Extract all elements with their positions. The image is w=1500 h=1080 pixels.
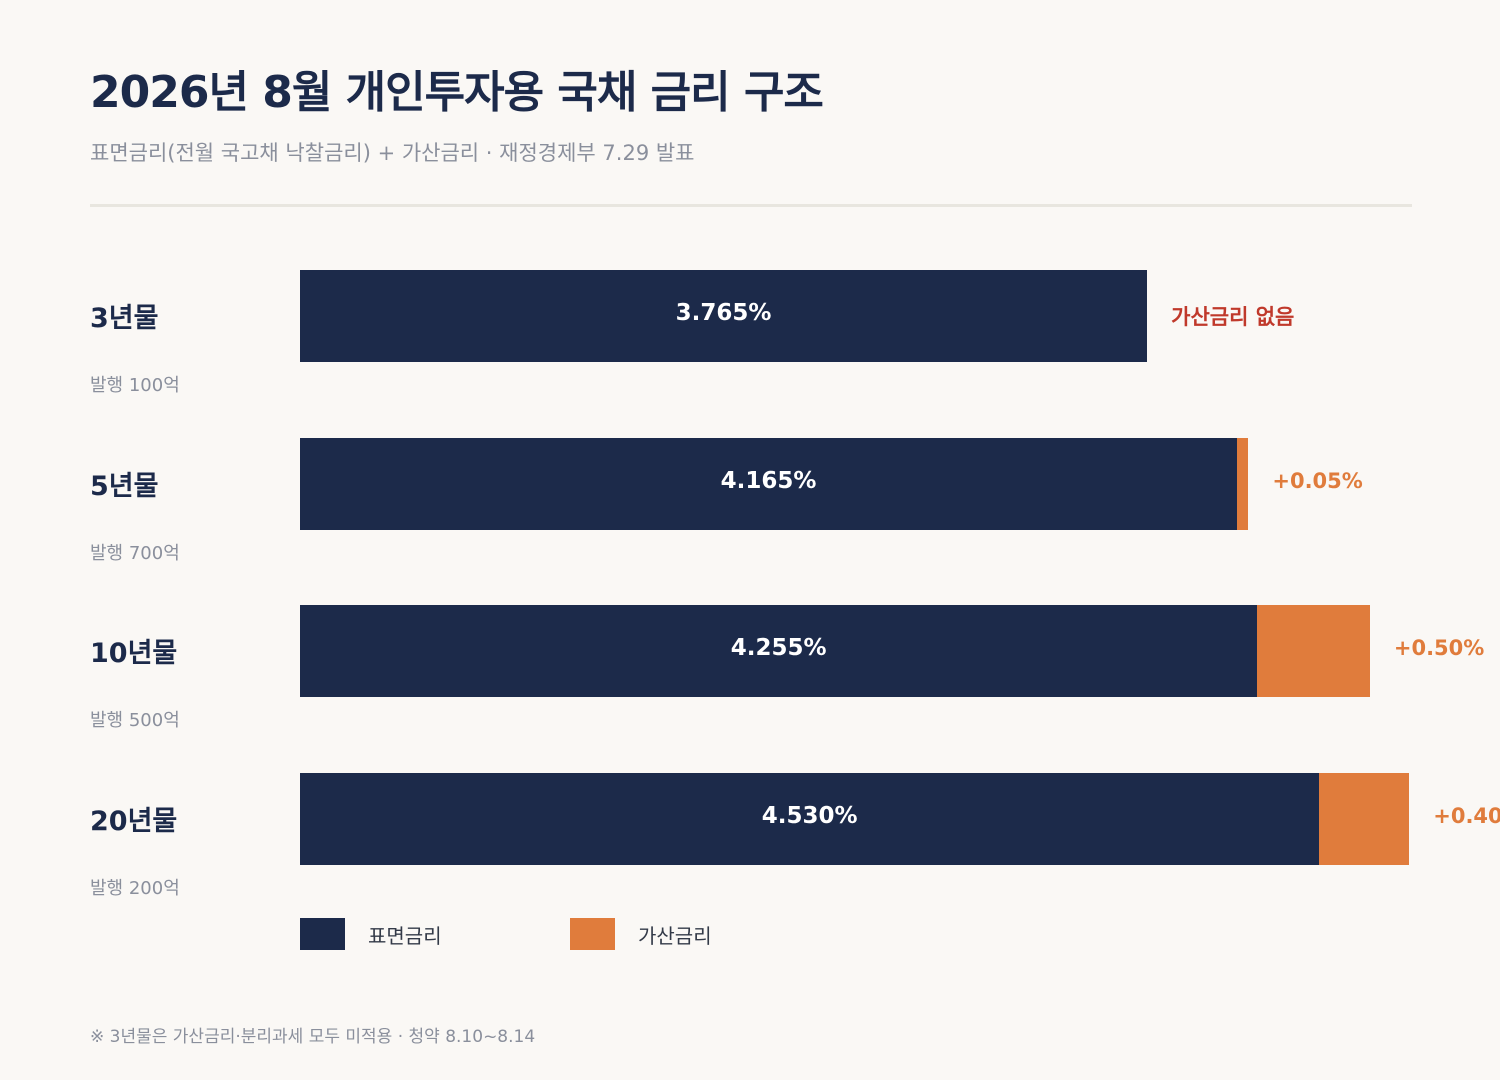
base-rate-bar (300, 772, 1320, 865)
base-rate-bar (300, 605, 1258, 697)
chart-title: 2026년 8월 개인투자용 국채 금리 구조 (90, 67, 824, 118)
spread-value-label: +0.40% (1433, 803, 1500, 828)
base-rate-bar (300, 437, 1238, 530)
spread-bar (1237, 437, 1249, 530)
spread-value-label: +0.05% (1272, 468, 1363, 493)
row-label: 3년물 (90, 303, 159, 334)
base-rate-value-label: 4.165% (720, 467, 817, 494)
chart-subtitle: 표면금리(전월 국고채 낙찰금리) + 가산금리 · 재정경제부 7.29 발표 (90, 141, 695, 165)
issue-amount-label: 발행 700억 (90, 542, 180, 564)
spread-bar (1257, 605, 1370, 697)
base-rate-bar (300, 270, 1148, 362)
base-rate-value-label: 4.530% (761, 802, 858, 829)
row-label: 5년물 (90, 470, 159, 502)
spread-bar (1319, 772, 1410, 865)
footnote: ※ 3년물은 가산금리·분리과세 모두 미적용 · 청약 8.10~8.14 (90, 1027, 536, 1047)
base-rate-value-label: 3.765% (675, 300, 772, 326)
issue-amount-label: 발행 100억 (90, 375, 180, 396)
spread-value-label: +0.50% (1393, 636, 1485, 660)
legend-swatch-spread (570, 918, 615, 950)
issue-amount-label: 발행 200억 (90, 877, 180, 899)
legend-swatch-base (300, 918, 345, 950)
issue-amount-label: 발행 500억 (90, 710, 180, 731)
legend-label: 표면금리 (368, 924, 442, 948)
legend-label: 가산금리 (638, 924, 712, 948)
row-label: 20년물 (90, 805, 178, 837)
spread-value-label: 가산금리 없음 (1171, 305, 1295, 329)
row-label: 10년물 (90, 638, 178, 669)
base-rate-value-label: 4.255% (730, 635, 827, 661)
header-divider (90, 204, 1412, 207)
